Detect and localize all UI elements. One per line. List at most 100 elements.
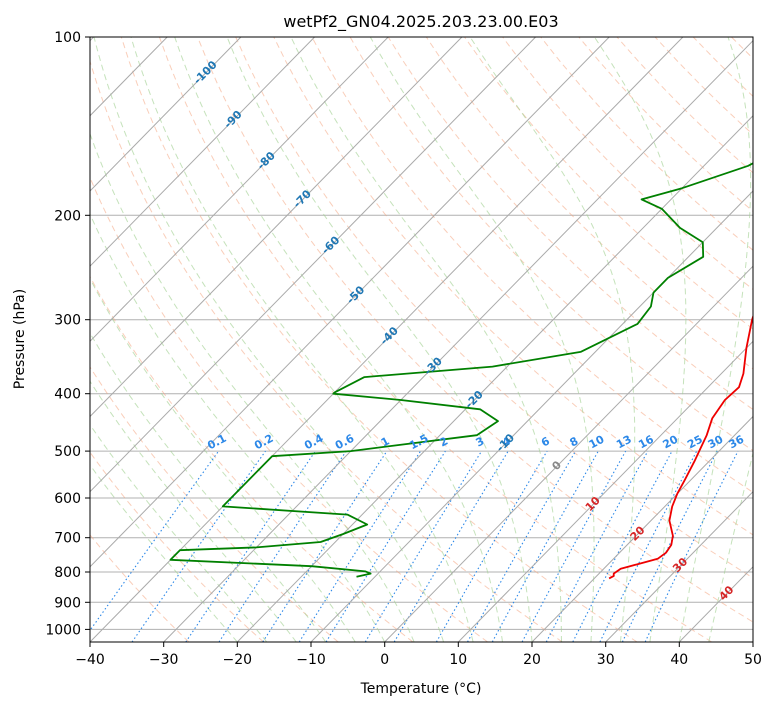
mixing-ratio-label: 10 [587,433,607,452]
y-tick-label: 600 [54,491,81,507]
dry-adiabat-line [425,37,753,370]
dry-adiabat-line [90,176,488,642]
mixing-ratio-line [521,450,627,642]
isotherm-line [605,490,753,642]
isotherm-line [163,39,753,642]
y-tick-label: 200 [54,208,81,224]
y-tick-label: 800 [54,565,81,581]
mixing-ratio-line [185,450,316,642]
moist-adiabat-line [93,37,445,642]
mixing-ratio-line [298,450,422,642]
dry-adiabat-line [770,37,775,642]
moist-adiabat-line [90,464,238,642]
y-tick-label: 100 [54,30,81,46]
isotherm-line [90,37,684,642]
dry-adiabat-line [90,366,339,642]
moist-adiabat-line [469,37,636,642]
moist-adiabat-line [174,37,503,642]
moist-adiabat-line [226,37,533,642]
moist-adiabat-line [130,37,474,642]
mixing-ratio-label: 16 [636,433,656,452]
grid [90,37,753,630]
dry-adiabat-line [90,451,264,642]
y-axis-label: Pressure (hPa) [12,289,28,389]
y-tick-label: 700 [54,531,81,547]
moist-adiabat-line [290,37,562,642]
isotherm-line [90,37,389,343]
dry-adiabat-line [90,59,563,642]
x-tick-label: 50 [744,652,762,668]
plot-background [90,37,753,642]
dry-adiabat-line [197,37,753,623]
mixing-ratio-label: 13 [614,433,634,452]
y-tick-label: 400 [54,387,81,403]
dry-adiabat-line [387,37,753,411]
x-tick-label: 0 [380,652,389,668]
isotherm-line [457,340,753,642]
mixing-ratio-line [90,450,220,632]
chart-title: wetPf2_GN04.2025.203.23.00.E03 [283,12,558,32]
plot-frame [89,36,754,643]
x-tick-label: 30 [597,652,615,668]
isotherm-line [90,37,536,493]
moist-adiabat-line [90,277,356,642]
dry-adiabat-line [235,37,753,579]
moist-adiabat-line [593,37,687,642]
moist-adiabat-line [678,37,752,642]
isotherm-line [531,415,753,642]
profile-series [169,162,753,580]
mixing-ratio-line [621,450,718,642]
dry-adiabat-line [311,37,753,493]
x-tick-label: 20 [523,652,541,668]
x-tick-label: −10 [296,652,326,668]
mixing-ratio-label: 36 [727,433,747,452]
y-tick-label: 300 [54,313,81,329]
moist-adiabat-line [369,37,595,642]
mixing-ratio-line [218,450,347,642]
dewpoint-profile-line [169,162,753,578]
x-tick-label: −20 [223,652,253,668]
moist-adiabat-line [90,423,268,642]
isotherm-line [90,37,610,568]
y-axis-ticks: 100 200 300 400 500 600 700 800 900 1000 [45,30,90,638]
mixing-ratio-line [262,450,388,642]
mixing-ratio-label: 30 [706,433,726,452]
x-tick-label: −30 [149,652,179,668]
isotherms [90,37,753,642]
mixing-ratio-label: 20 [661,433,681,452]
isotherm-line [90,37,242,192]
dry-adiabats [90,37,775,642]
isotherm-line [384,265,753,642]
y-tick-label: 1000 [45,622,81,638]
mixing-ratio-line [364,450,483,642]
moist-adiabats [90,37,753,642]
dry-adiabat-line [349,37,753,452]
mixing-ratio-line [545,450,649,642]
moist-adiabat-line [90,132,415,642]
y-tick-label: 500 [54,444,81,460]
mixing-ratio-lines [90,450,739,642]
dry-adiabat-line [120,37,638,642]
dry-adiabat-line [273,37,753,536]
temperature-profile-line [608,313,753,580]
isotherm-line [90,37,463,418]
moist-adiabat-line [90,380,297,642]
x-axis-label: Temperature (°C) [360,681,482,697]
x-tick-label: 10 [449,652,467,668]
mixing-ratio-line [131,450,266,642]
mixing-ratio-line [467,450,577,642]
mixing-ratio-line [599,450,698,642]
x-tick-label: −40 [75,652,105,668]
moist-adiabat-line [708,451,753,642]
mixing-ratio-label: 25 [685,433,705,452]
moist-adiabat-line [90,332,327,642]
y-tick-label: 900 [54,595,81,611]
moist-adiabat-line [90,212,386,642]
isotherm-line [90,37,315,267]
x-tick-label: 40 [670,652,688,668]
x-axis-ticks: −40 −30 −20 −10 0 10 20 30 40 50 [75,642,762,668]
isotherm-line [752,641,753,642]
isotherm-line [236,115,753,642]
